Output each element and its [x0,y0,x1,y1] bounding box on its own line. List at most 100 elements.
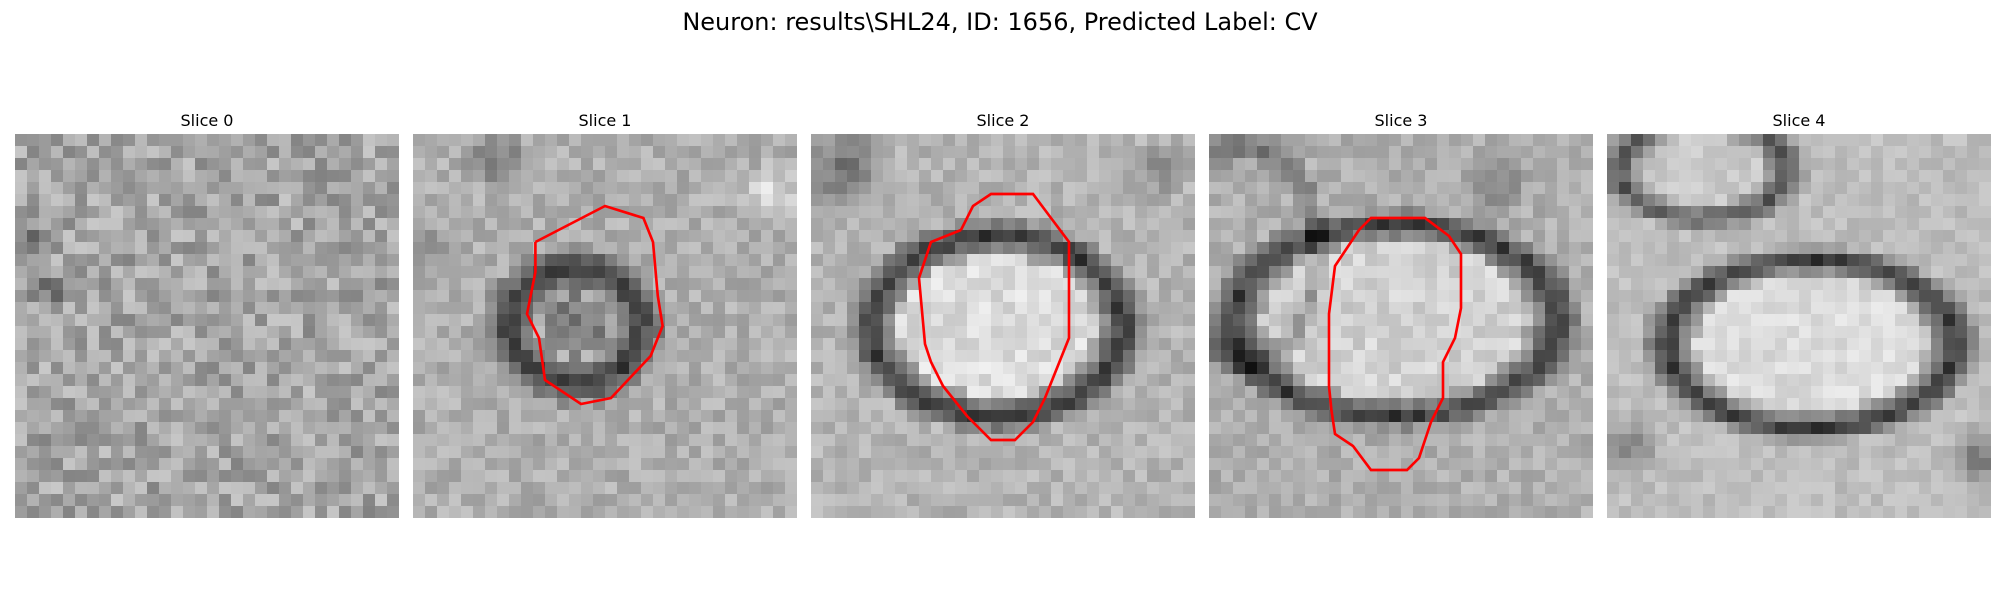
pixel [291,158,304,171]
pixel [1377,386,1390,399]
pixel [1811,194,1824,207]
pixel [461,206,474,219]
pixel [1135,482,1148,495]
pixel [425,182,438,195]
pixel [1461,434,1474,447]
pixel [1787,458,1800,471]
pixel [485,314,498,327]
pixel [1763,410,1776,423]
pixel [1895,434,1908,447]
pixel [425,458,438,471]
pixel [1739,434,1752,447]
pixel [1557,242,1570,255]
pixel [339,470,352,483]
pixel [557,398,570,411]
pixel [449,290,462,303]
pixel [231,158,244,171]
pixel [387,254,399,267]
pixel [907,374,920,387]
pixel [1715,350,1728,363]
pixel [907,506,920,518]
pixel [943,398,956,411]
pixel [859,194,872,207]
pixel [1425,182,1438,195]
pixel [521,218,534,231]
pixel [27,170,40,183]
pixel [1003,266,1016,279]
pixel [883,146,896,159]
pixel [135,158,148,171]
pixel [737,278,750,291]
pixel [847,470,860,483]
pixel [75,170,88,183]
pixel [1003,290,1016,303]
pixel [1679,374,1692,387]
pixel [87,422,100,435]
pixel [1183,266,1195,279]
pixel [1099,338,1112,351]
pixel [533,206,546,219]
pixel [1823,410,1836,423]
pixel [1607,218,1620,231]
pixel [1931,278,1944,291]
pixel [521,134,534,147]
pixel [1341,182,1354,195]
pixel [1135,302,1148,315]
pixel [303,242,316,255]
pixel [75,134,88,147]
pixel [1305,218,1318,231]
pixel [569,374,582,387]
pixel [1545,314,1558,327]
pixel [87,134,100,147]
pixel [1739,278,1752,291]
pixel [1643,410,1656,423]
pixel [1751,146,1764,159]
pixel [135,302,148,315]
pixel [485,434,498,447]
pixel [761,266,774,279]
pixel [1401,278,1414,291]
pixel [907,494,920,507]
pixel [1883,434,1896,447]
pixel [351,182,364,195]
pixel [111,482,124,495]
pixel [291,362,304,375]
pixel [425,470,438,483]
pixel [737,506,750,518]
pixel [351,146,364,159]
pixel [1401,194,1414,207]
pixel [701,278,714,291]
pixel [1485,290,1498,303]
pixel [1485,158,1498,171]
pixel [1147,278,1160,291]
pixel [823,338,836,351]
pixel [485,254,498,267]
pixel [1859,218,1872,231]
pixel [1233,506,1246,518]
pixel [51,374,64,387]
pixel [521,158,534,171]
pixel [823,194,836,207]
pixel [955,182,968,195]
pixel [425,386,438,399]
pixel [159,386,172,399]
pixel [485,410,498,423]
pixel [1655,242,1668,255]
pixel [255,458,268,471]
pixel [87,170,100,183]
pixel [1655,218,1668,231]
pixel [1305,290,1318,303]
pixel [363,446,376,459]
pixel [437,314,450,327]
pixel [425,206,438,219]
pixel [1063,182,1076,195]
pixel [1135,218,1148,231]
pixel [955,194,968,207]
pixel [195,482,208,495]
pixel [1027,182,1040,195]
pixel [1183,290,1195,303]
pixel [1763,170,1776,183]
pixel [351,194,364,207]
pixel [1763,230,1776,243]
pixel [449,338,462,351]
